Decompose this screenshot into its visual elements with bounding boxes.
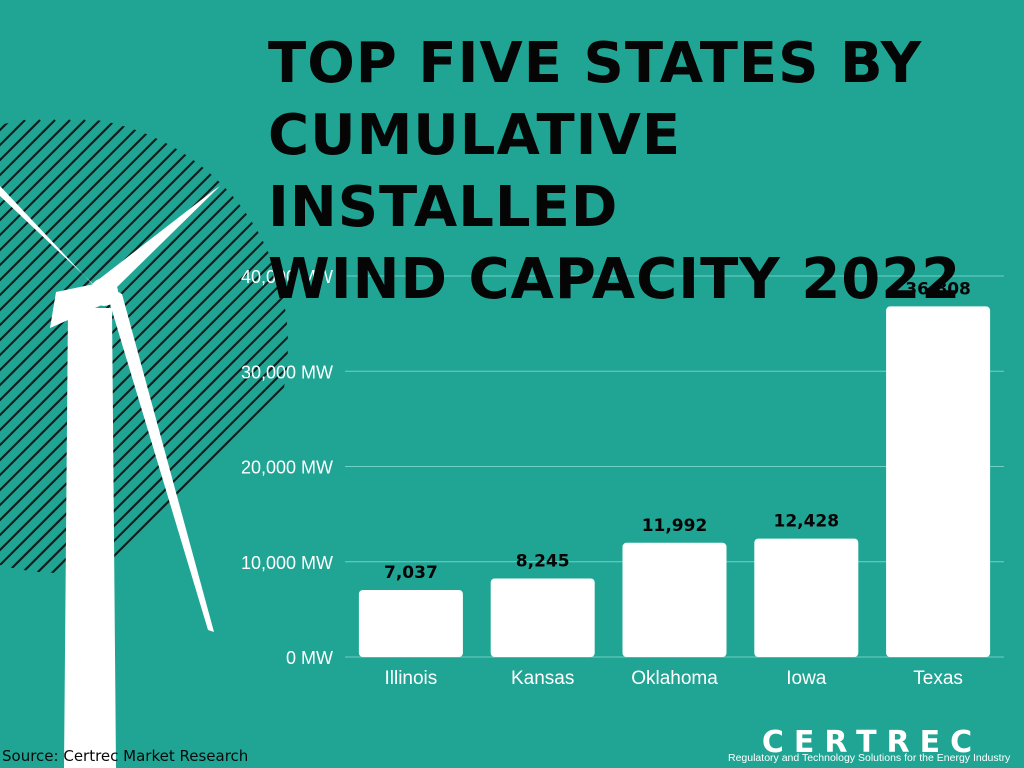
y-tick-label: 30,000 MW	[241, 362, 333, 382]
data-label: 36,808	[905, 279, 971, 299]
x-tick-label: Kansas	[511, 668, 574, 689]
data-label: 11,992	[642, 516, 708, 536]
data-label: 12,428	[773, 512, 839, 532]
bar-chart: 0 MW 10,000 MW 20,000 MW 30,000 MW 40,000 MW…	[241, 267, 1004, 689]
title-line-2: CUMULATIVE INSTALLED	[268, 103, 682, 240]
y-tick-label: 10,000 MW	[241, 553, 333, 573]
bar-iowa	[754, 538, 859, 657]
x-tick-label: Illinois	[384, 668, 437, 689]
bar-oklahoma	[622, 542, 727, 657]
x-tick-label: Oklahoma	[631, 668, 718, 689]
x-tick-label: Texas	[913, 668, 963, 689]
y-tick-label: 20,000 MW	[241, 458, 333, 478]
data-label: 7,037	[384, 563, 438, 583]
title-line-3: WIND CAPACITY 2022	[268, 247, 962, 312]
bar-texas	[886, 306, 991, 657]
data-label: 8,245	[516, 551, 570, 571]
logo-brand-text: CERTREC	[762, 725, 982, 760]
wind-turbine-icon	[0, 186, 220, 768]
source-note: Source: Certrec Market Research	[2, 747, 249, 765]
title-line-1: TOP FIVE STATES BY	[268, 31, 923, 96]
certrec-logo: CERTREC	[762, 725, 982, 760]
chart-title: TOP FIVE STATES BY CUMULATIVE INSTALLED …	[268, 28, 1008, 316]
x-tick-label: Iowa	[786, 668, 827, 689]
bar-illinois	[358, 589, 463, 657]
y-tick-label: 40,000 MW	[241, 267, 333, 287]
y-tick-label: 0 MW	[286, 648, 333, 668]
bar-kansas	[490, 578, 595, 657]
logo-tagline: Regulatory and Technology Solutions for …	[728, 752, 1011, 764]
